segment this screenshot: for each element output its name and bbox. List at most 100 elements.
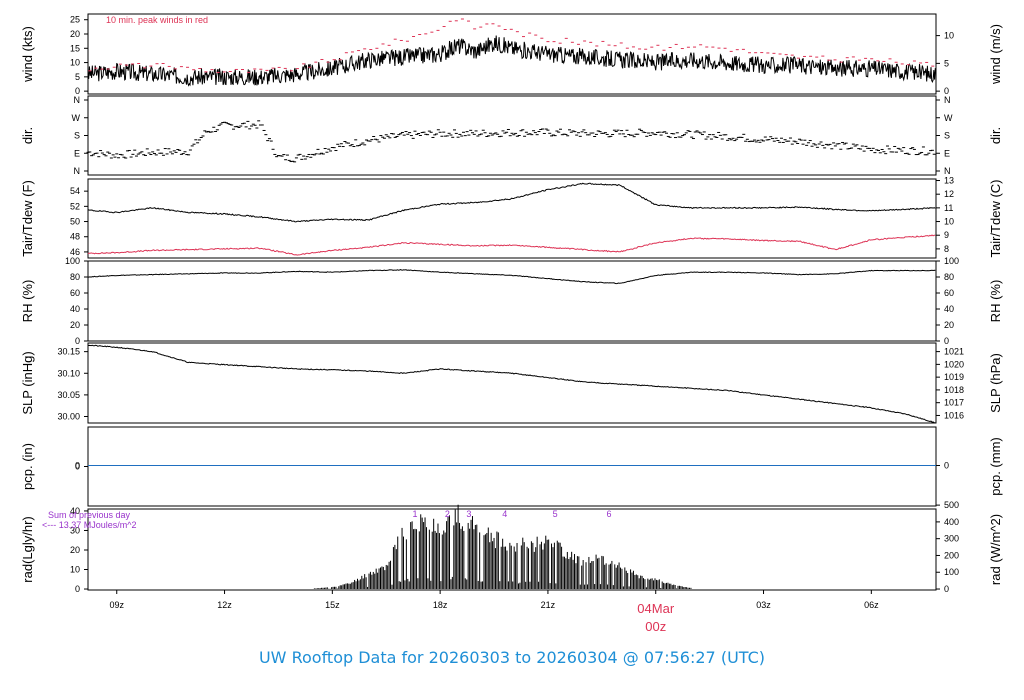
tick-label-right: 0 (944, 584, 949, 594)
tick-label-right: 9 (944, 230, 949, 240)
x-tick-label: 15z (325, 600, 340, 610)
tick-label-right: 1016 (944, 410, 964, 420)
tick-label-right: 1017 (944, 398, 964, 408)
rad-note-line1: Sum of previous day (48, 510, 131, 520)
tick-label-left: 54 (70, 186, 80, 196)
tick-label-right: 60 (944, 288, 954, 298)
y-axis-label-left: SLP (inHg) (20, 351, 35, 414)
air_temp-line (87, 182, 936, 223)
tick-label-left: 20 (70, 29, 80, 39)
tick-label-left: 10 (70, 58, 80, 68)
y-axis-label-left: pcp. (in) (20, 443, 35, 490)
tick-label-left: 0 (75, 462, 80, 472)
tick-label-right: W (944, 113, 953, 123)
y-axis-label-right: rad (W/m^2) (988, 514, 1003, 585)
panel-precip: pcp. (in) pcp. (mm)0 00 (20, 426, 1003, 507)
tick-label-right: 40 (944, 304, 954, 314)
tick-label-right: 300 (944, 534, 959, 544)
tick-label-right: N (944, 95, 951, 105)
x-tick-label: 09z (109, 600, 124, 610)
tick-label-left: 15 (70, 43, 80, 53)
tick-label-left: 60 (70, 288, 80, 298)
tick-label-left: E (74, 148, 80, 158)
panel-frame (87, 508, 937, 591)
wind-annotation: 10 min. peak winds in red (106, 15, 208, 25)
tick-label-left: 5 (75, 72, 80, 82)
tick-label-left: 10 (70, 565, 80, 575)
tick-label-right: 100 (944, 256, 959, 266)
rad-marker-label: 3 (466, 509, 471, 519)
tick-label-right: 0 (944, 86, 949, 96)
panel-rh: RH (%) RH (%) 0 20 40 60 80 100 0 20 40 60 80 100 (20, 256, 1003, 346)
tick-label-right: 11 (944, 203, 953, 213)
tick-label-right: 1021 (944, 347, 964, 357)
x-axis: 09z 12z 15z 18z 21z 00z 03z 06z 04Mar (109, 590, 879, 634)
tick-label-left: 30.15 (57, 347, 80, 357)
y-axis-label-left: Tair/Tdew (F) (20, 180, 35, 257)
tick-label-left: 50 (70, 217, 80, 227)
panel-frame (87, 178, 937, 259)
panel-pressure: SLP (inHg) SLP (hPa) 30.00 30.05 30.10 30.15 1… (20, 342, 1003, 424)
tick-label-left: 100 (65, 256, 80, 266)
dew_point-line (87, 234, 936, 256)
panel-wind: wind (kts) wind (m/s) 0 5 10 15 20 25 0 5 10 10 min… (20, 13, 1003, 96)
x-tick-label: 18z (433, 600, 448, 610)
sea_level_pressure-line (87, 344, 936, 424)
tick-label-left: 20 (70, 320, 80, 330)
tick-label-right: 5 (944, 58, 949, 68)
tick-label-left: 30.00 (57, 412, 80, 422)
x-tick-label: 00z (645, 619, 666, 634)
rad-note-line2: <--- 13.37 MJoules/m^2 (42, 520, 137, 530)
rad-marker-label: 5 (553, 509, 558, 519)
x-tick-label: 03z (756, 600, 771, 610)
tick-label-right: 20 (944, 320, 954, 330)
y-axis-label-right: wind (m/s) (988, 24, 1003, 85)
rad-marker-label: 6 (607, 509, 612, 519)
tick-label-left: 52 (70, 201, 80, 211)
wind-speed-line (87, 35, 937, 87)
tick-label-right: 0 (944, 461, 949, 471)
rad-marker-label: 1 (412, 509, 417, 519)
y-axis-label-left: RH (%) (20, 280, 35, 323)
tick-label-right: 1020 (944, 359, 964, 369)
tick-label-left: 48 (70, 232, 80, 242)
y-axis-label-right: RH (%) (988, 280, 1003, 323)
tick-label-right: 1018 (944, 385, 964, 395)
tick-label-left: N (74, 95, 81, 105)
tick-label-left: 20 (70, 545, 80, 555)
x-tick-label: 21z (541, 600, 556, 610)
tick-label-right: E (944, 148, 950, 158)
panel-temp: Tair/Tdew (F) Tair/Tdew (C) 46 48 50 52 54 8 9 10… (20, 176, 1003, 259)
panel-frame (87, 13, 937, 95)
humidity-line (87, 269, 936, 285)
panel-dir: dir. dir.N NE ES SW WN N (20, 95, 1003, 176)
rad-marker-label: 4 (502, 509, 507, 519)
tick-label-right: S (944, 131, 950, 141)
tick-label-right: 13 (944, 176, 954, 186)
panel-radiation: rad(Lgly/hr) rad (W/m^2)01020304001002003… (20, 500, 1003, 594)
y-axis-label-left: dir. (20, 127, 35, 144)
panel-frame (87, 260, 937, 342)
tick-label-left: 30.05 (57, 390, 80, 400)
tick-label-right: 500 (944, 500, 959, 510)
tick-label-left: W (72, 113, 81, 123)
panel-frame (87, 95, 937, 176)
y-axis-label-right: pcp. (mm) (988, 437, 1003, 496)
tick-label-left: 25 (70, 15, 80, 25)
tick-label-right: 1019 (944, 372, 964, 382)
tick-label-left: 80 (70, 272, 80, 282)
y-axis-label-right: dir. (988, 127, 1003, 144)
tick-label-left: 0 (75, 461, 80, 471)
tick-label-right: 8 (944, 244, 949, 254)
x-tick-label: 06z (864, 600, 879, 610)
tick-label-left: 30 (70, 525, 80, 535)
tick-label-left: 40 (70, 506, 80, 516)
y-axis-label-left: wind (kts) (20, 26, 35, 83)
chart-title: UW Rooftop Data for 20260303 to 20260304… (258, 648, 766, 667)
rad-marker-label: 2 (445, 509, 450, 519)
tick-label-left: 0 (75, 584, 80, 594)
tick-label-right: 10 (944, 217, 954, 227)
tick-label-right: 200 (944, 550, 959, 560)
panel-frame (87, 342, 937, 424)
